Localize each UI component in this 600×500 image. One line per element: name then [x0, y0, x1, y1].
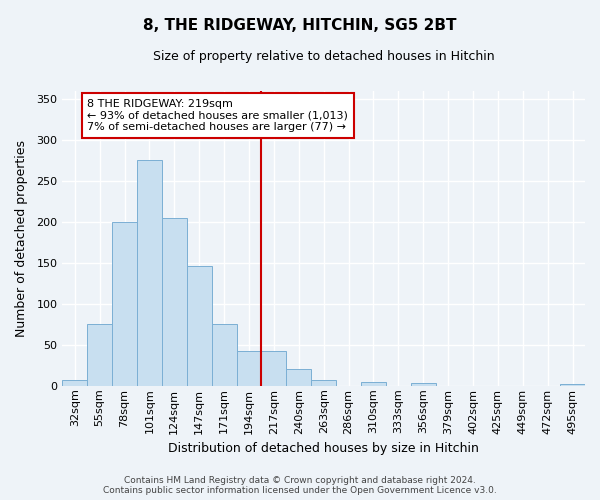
Title: Size of property relative to detached houses in Hitchin: Size of property relative to detached ho… [153, 50, 494, 63]
Text: 8 THE RIDGEWAY: 219sqm
← 93% of detached houses are smaller (1,013)
7% of semi-d: 8 THE RIDGEWAY: 219sqm ← 93% of detached… [87, 99, 348, 132]
Bar [87, 324, 112, 386]
Bar [162, 218, 187, 386]
Bar [311, 380, 336, 386]
Text: Contains HM Land Registry data © Crown copyright and database right 2024.
Contai: Contains HM Land Registry data © Crown c… [103, 476, 497, 495]
Bar [361, 382, 386, 386]
Bar [286, 370, 311, 386]
Bar [62, 380, 87, 386]
Bar [187, 266, 212, 386]
Bar [112, 222, 137, 386]
Bar [262, 352, 286, 386]
Bar [212, 324, 236, 386]
Bar [411, 384, 436, 386]
Bar [236, 352, 262, 386]
Bar [137, 160, 162, 386]
Bar [560, 384, 585, 386]
Text: 8, THE RIDGEWAY, HITCHIN, SG5 2BT: 8, THE RIDGEWAY, HITCHIN, SG5 2BT [143, 18, 457, 32]
X-axis label: Distribution of detached houses by size in Hitchin: Distribution of detached houses by size … [168, 442, 479, 455]
Y-axis label: Number of detached properties: Number of detached properties [15, 140, 28, 336]
